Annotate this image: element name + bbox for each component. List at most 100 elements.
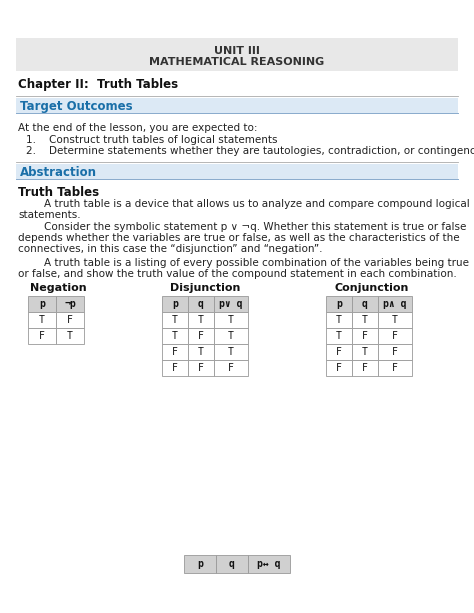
Bar [378,360,412,376]
Text: T: T [336,331,342,341]
Text: p: p [197,559,203,569]
Bar [214,344,248,360]
Bar [378,328,412,344]
Text: T: T [336,315,342,325]
Text: Chapter II:  Truth Tables: Chapter II: Truth Tables [18,78,178,91]
Text: 1.    Construct truth tables of logical statements: 1. Construct truth tables of logical sta… [26,135,277,145]
Bar [326,328,352,344]
Text: F: F [67,315,73,325]
Bar [378,296,412,312]
Text: p∧ q: p∧ q [383,299,407,309]
Text: F: F [228,363,234,373]
Text: A truth table is a device that allows us to analyze and compare compound logical: A truth table is a device that allows us… [18,199,470,209]
Bar [352,360,378,376]
Text: F: F [392,363,398,373]
Text: F: F [392,347,398,357]
Bar [16,164,458,179]
Text: or false, and show the truth value of the compound statement in each combination: or false, and show the truth value of th… [18,269,457,279]
Bar [214,328,248,344]
Text: MATHEMATICAL REASONING: MATHEMATICAL REASONING [149,57,325,67]
Text: p: p [172,299,178,309]
Text: At the end of the lesson, you are expected to:: At the end of the lesson, you are expect… [18,123,257,133]
Text: T: T [228,331,234,341]
Text: F: F [336,363,342,373]
Text: UNIT III: UNIT III [214,46,260,56]
Bar [214,296,248,312]
Bar [56,296,84,312]
Bar [352,312,378,328]
Bar [216,555,248,573]
Text: p: p [336,299,342,309]
Text: T: T [39,315,45,325]
Text: q: q [198,299,204,309]
Text: T: T [198,347,204,357]
Text: F: F [362,363,368,373]
Bar [162,312,188,328]
Text: T: T [392,315,398,325]
Text: q: q [229,559,235,569]
Bar [162,344,188,360]
Bar [162,296,188,312]
Text: F: F [392,331,398,341]
Text: Consider the symbolic statement p ∨ ¬q. Whether this statement is true or false: Consider the symbolic statement p ∨ ¬q. … [18,222,466,232]
Bar [28,328,56,344]
Text: T: T [67,331,73,341]
Text: F: F [172,347,178,357]
Bar [188,296,214,312]
Text: Abstraction: Abstraction [20,166,97,179]
Bar [188,328,214,344]
Text: F: F [336,347,342,357]
Bar [214,360,248,376]
Bar [184,555,216,573]
Bar [188,344,214,360]
Text: F: F [172,363,178,373]
Bar [352,296,378,312]
Bar [326,296,352,312]
Text: Negation: Negation [30,283,87,293]
Bar [378,344,412,360]
Bar [162,360,188,376]
Text: 2.    Determine statements whether they are tautologies, contradiction, or conti: 2. Determine statements whether they are… [26,146,474,156]
Text: Conjunction: Conjunction [335,283,410,293]
Bar [326,360,352,376]
Text: statements.: statements. [18,210,81,220]
Text: Disjunction: Disjunction [170,283,240,293]
Bar [378,312,412,328]
Text: A truth table is a listing of every possible combination of the variables being : A truth table is a listing of every poss… [18,258,469,268]
Bar [352,344,378,360]
Bar [16,38,458,71]
Text: p∨ q: p∨ q [219,299,243,309]
Text: p: p [39,299,45,309]
Text: F: F [198,363,204,373]
Bar [214,312,248,328]
Bar [56,328,84,344]
Text: q: q [362,299,368,309]
Text: T: T [198,315,204,325]
Bar [56,312,84,328]
Bar [16,98,458,113]
Bar [28,312,56,328]
Bar [188,360,214,376]
Text: T: T [228,347,234,357]
Text: F: F [362,331,368,341]
Text: T: T [362,315,368,325]
Bar [326,344,352,360]
Bar [162,328,188,344]
Bar [326,312,352,328]
Text: connectives, in this case the “disjunction” and “negation”.: connectives, in this case the “disjuncti… [18,244,322,254]
Bar [248,555,290,573]
Text: F: F [39,331,45,341]
Text: Target Outcomes: Target Outcomes [20,100,133,113]
Text: T: T [172,315,178,325]
Text: depends whether the variables are true or false, as well as the characteristics : depends whether the variables are true o… [18,233,460,243]
Bar [352,328,378,344]
Text: T: T [228,315,234,325]
Text: F: F [198,331,204,341]
Text: T: T [362,347,368,357]
Bar [188,312,214,328]
Bar [28,296,56,312]
Text: T: T [172,331,178,341]
Text: p↔ q: p↔ q [257,559,281,569]
Text: Truth Tables: Truth Tables [18,186,99,199]
Text: ¬p: ¬p [64,299,76,309]
